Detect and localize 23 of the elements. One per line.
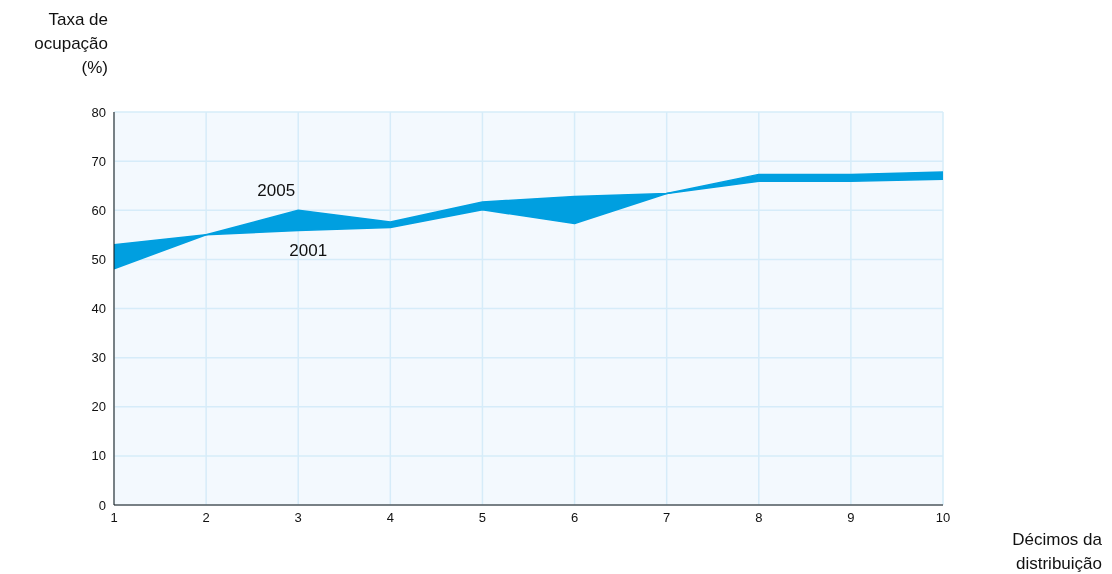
series-label: 2001: [289, 241, 328, 261]
x-tick-label: 9: [847, 510, 855, 526]
y-tick-label: 10: [91, 448, 106, 464]
y-tick-label: 20: [91, 399, 106, 415]
y-tick-label: 50: [91, 251, 106, 267]
x-tick-label: 3: [294, 510, 302, 526]
x-tick-label: 7: [663, 510, 671, 526]
x-axis-title: Décimos da distribuição: [1011, 529, 1102, 574]
y-tick-label: 30: [91, 350, 106, 366]
x-tick-label: 6: [570, 510, 579, 526]
x-tick-label: 4: [386, 510, 394, 526]
y-tick-label: 0: [98, 497, 106, 513]
x-tick-label: 8: [755, 510, 763, 526]
y-tick-label: 80: [91, 104, 106, 120]
y-tick-label: 40: [91, 301, 106, 317]
x-tick-label: 1: [110, 510, 118, 526]
y-tick-label: 60: [91, 202, 106, 218]
x-tick-label: 2: [202, 510, 210, 526]
series-label: 2005: [257, 181, 296, 201]
y-tick-label: 70: [91, 153, 106, 169]
y-axis-title: Taxa de ocupação (%): [33, 9, 108, 79]
x-tick-label: 10: [935, 510, 951, 526]
x-tick-label: 5: [478, 510, 487, 526]
